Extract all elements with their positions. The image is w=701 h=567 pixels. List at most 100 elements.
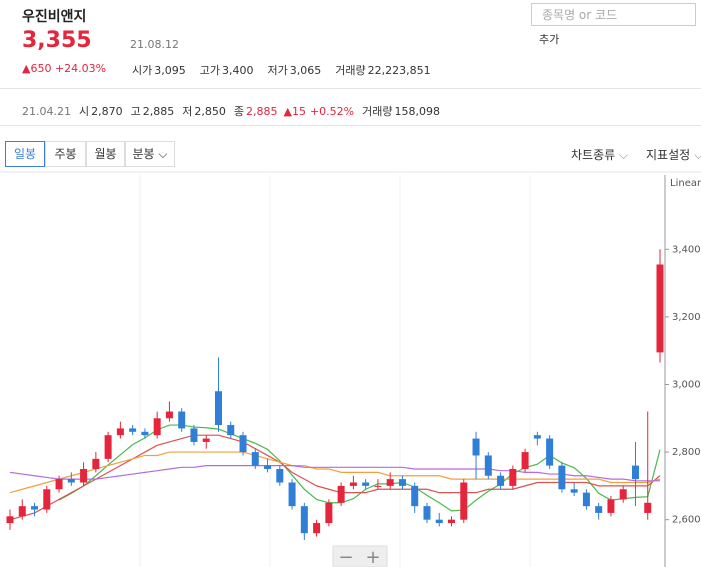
candle-body [288, 482, 296, 507]
candle-body [67, 479, 75, 483]
candle-body [644, 502, 652, 513]
up-arrow: ▲ [22, 62, 31, 75]
candle-body [582, 492, 590, 507]
candle-body [362, 482, 370, 486]
volume-label: 거래량 [362, 105, 393, 118]
stat-label: 시가 [132, 64, 153, 77]
candle-body [349, 482, 357, 486]
candle-body [435, 519, 443, 524]
svg-text:+: + [365, 547, 380, 567]
candle-body [398, 479, 406, 486]
close-label: 종 [233, 105, 244, 118]
candle-body [165, 411, 173, 419]
indicator-label: 지표설정 [646, 148, 691, 162]
stat-value: 3,065 [289, 64, 322, 77]
day-date: 21.04.21 [22, 105, 71, 118]
candle-body [374, 485, 382, 487]
candle-body [43, 489, 51, 510]
moving-average [9, 451, 661, 494]
candle-body [533, 435, 541, 439]
candle-body [251, 452, 259, 466]
candle-body [619, 489, 627, 500]
stats: 시가 3,095 고가 3,400 저가 3,065 거래량 22,223,851 [132, 62, 445, 78]
day-change: 15 [291, 105, 306, 118]
candle-body [484, 455, 492, 476]
candle-body [631, 465, 639, 480]
candle-body [521, 452, 529, 469]
candle-body [55, 479, 63, 490]
y-tick-label: 3,200 [672, 312, 701, 323]
zoom[interactable]: − + [332, 545, 388, 567]
day-value: 2,850 [194, 105, 226, 118]
candle-body [202, 438, 210, 442]
candle-body [264, 465, 272, 469]
tab[interactable]: 분봉 ⌵ [125, 141, 175, 167]
day-value: 2,885 [142, 105, 175, 118]
candle-body [300, 506, 308, 534]
candle-body [276, 468, 284, 483]
candle-body [448, 519, 456, 524]
candle-body [607, 499, 615, 513]
up-arrow: ▲ [283, 105, 292, 118]
stat-value: 22,223,851 [367, 64, 431, 77]
change: ▲650 +24.03% [22, 62, 106, 75]
candle-body [80, 468, 88, 483]
candle-body [558, 465, 566, 490]
candle-body [337, 485, 345, 503]
moving-average [9, 465, 660, 482]
candle-body [411, 485, 419, 507]
candle-body [31, 506, 39, 510]
day-label: 시 [78, 105, 90, 118]
day-label: 고 [130, 105, 141, 118]
day-info: 21.04.21 시 2,870 고 2,885 저 2,850 종 2,885 ▲15 +0.52… [22, 103, 440, 119]
divider [0, 88, 701, 89]
svg-text:−: − [338, 547, 353, 567]
tab[interactable]: 월봉 [86, 141, 125, 167]
candle-body [497, 475, 505, 486]
candle-body [92, 458, 100, 469]
candle-body [129, 428, 137, 432]
candle-body [18, 506, 26, 517]
stat-value: 3,400 [222, 64, 254, 77]
candle-body [472, 438, 480, 456]
candle-body [570, 489, 578, 493]
close-value: 2,885 [245, 105, 278, 118]
candle-body [178, 411, 186, 429]
indicator-settings[interactable]: 지표설정 ⌵ [646, 148, 701, 162]
change-value: 650 [30, 62, 52, 75]
candle-body [595, 506, 603, 513]
stock-name: 우진비앤지 [22, 9, 87, 25]
tab[interactable]: 주봉 [45, 141, 86, 167]
moving-average [58, 424, 661, 512]
candle-body [325, 502, 333, 524]
candle-body [460, 482, 468, 520]
candle-body [239, 435, 247, 453]
candle-body [386, 479, 394, 486]
candle-body [509, 468, 517, 486]
date: 21.08.12 [130, 38, 179, 51]
add-button[interactable]: 추가 [539, 33, 560, 46]
search-input[interactable]: 종목명 or 코드 [531, 3, 696, 26]
candle-body [227, 425, 235, 436]
day-label: 저 [182, 105, 193, 118]
stat-label: 거래량 [335, 64, 366, 77]
day-change-pct: +0.52% [309, 105, 355, 118]
chart-type[interactable]: 차트종류 ⌵ [571, 148, 629, 162]
y-tick-label: 2,800 [672, 447, 701, 458]
change-pct: +24.03% [54, 62, 107, 75]
scale-label: Linear [670, 178, 701, 189]
candle-body [214, 391, 222, 426]
price: 3,355 [22, 28, 92, 53]
stat-label: 고가 [199, 64, 220, 77]
tab[interactable]: 일봉 [5, 141, 45, 167]
chart-type-label: 차트종류 [571, 148, 616, 162]
candle-body [141, 431, 149, 436]
candle-body [313, 523, 321, 534]
moving-average [9, 434, 661, 521]
stat-label: 저가 [267, 64, 288, 77]
y-tick-label: 2,600 [672, 515, 701, 526]
candle-body [546, 438, 554, 466]
y-tick-label: 3,000 [672, 379, 701, 390]
